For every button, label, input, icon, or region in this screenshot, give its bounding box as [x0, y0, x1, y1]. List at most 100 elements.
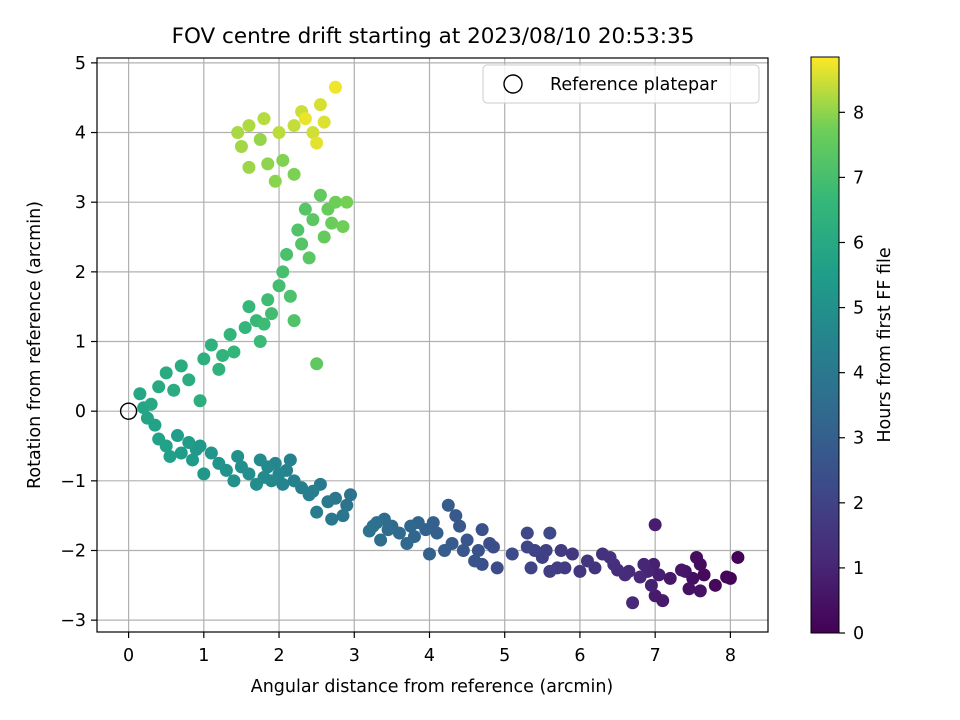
- data-point: [644, 578, 658, 592]
- data-point: [212, 456, 226, 470]
- colorbar-tick-label: 1: [853, 559, 864, 579]
- data-point: [310, 357, 324, 371]
- colorbar-tick-label: 8: [853, 103, 864, 123]
- data-point: [317, 115, 331, 129]
- y-tick-label: 0: [75, 402, 86, 422]
- data-point: [242, 119, 256, 133]
- data-point: [261, 293, 275, 307]
- data-point: [231, 449, 245, 463]
- data-point: [453, 519, 467, 533]
- data-point: [197, 352, 211, 366]
- data-point: [298, 202, 312, 216]
- data-point: [257, 112, 271, 126]
- data-point: [693, 584, 707, 598]
- data-point: [720, 570, 734, 584]
- data-point: [302, 251, 316, 265]
- data-point: [468, 554, 482, 568]
- colorbar-tick-label: 6: [853, 233, 864, 253]
- data-point: [374, 533, 388, 547]
- data-point: [328, 195, 342, 209]
- x-tick-label: 8: [725, 646, 736, 666]
- data-point: [276, 477, 290, 491]
- y-tick-label: 4: [75, 124, 86, 144]
- colorbar-tick-label: 2: [853, 494, 864, 514]
- y-tick-label: 1: [75, 333, 86, 353]
- data-point: [554, 543, 568, 557]
- data-point: [283, 289, 297, 303]
- data-point: [310, 136, 324, 150]
- data-point: [505, 547, 519, 561]
- data-point: [257, 317, 271, 331]
- x-tick-label: 1: [198, 646, 209, 666]
- data-point: [253, 453, 267, 467]
- data-point: [682, 582, 696, 596]
- colorbar-gradient: [810, 56, 840, 634]
- data-point: [298, 112, 312, 126]
- x-tick-label: 0: [123, 646, 134, 666]
- data-point: [317, 230, 331, 244]
- reference-marker: [119, 402, 138, 420]
- colorbar-label: Hours from first FF file: [875, 247, 895, 442]
- data-point: [152, 380, 166, 394]
- data-point: [325, 512, 339, 526]
- data-point: [227, 345, 241, 359]
- y-tick-label: −2: [60, 541, 86, 561]
- data-point: [456, 543, 470, 557]
- data-point: [133, 387, 147, 401]
- y-tick-label: 5: [75, 54, 86, 74]
- legend-entry-reference: Reference platepar: [550, 75, 718, 95]
- data-point: [287, 474, 301, 488]
- data-point: [234, 460, 248, 474]
- data-point: [430, 526, 444, 540]
- data-point: [637, 557, 651, 571]
- colorbar-tick-label: 4: [853, 364, 864, 384]
- data-point: [731, 550, 745, 564]
- data-point: [652, 568, 666, 582]
- legend-box: [482, 64, 760, 104]
- data-point: [152, 432, 166, 446]
- data-point: [648, 518, 662, 532]
- data-point: [404, 519, 418, 533]
- data-point: [295, 237, 309, 251]
- data-point: [336, 220, 350, 234]
- x-tick-label: 4: [424, 646, 435, 666]
- data-point: [144, 397, 158, 411]
- data-point: [261, 157, 275, 171]
- data-point: [216, 348, 230, 362]
- data-point: [283, 453, 297, 467]
- data-point: [227, 474, 241, 488]
- data-point: [182, 373, 196, 387]
- x-axis-ticks: 0 1 2 3 4 5 6 7 8: [123, 632, 736, 666]
- colorbar-tick-label: 0: [853, 624, 864, 644]
- y-tick-label: −3: [60, 611, 86, 631]
- x-axis-label: Angular distance from reference (arcmin): [251, 677, 614, 697]
- data-points: [133, 80, 745, 610]
- data-point: [238, 321, 252, 335]
- data-point: [325, 216, 339, 230]
- data-point: [663, 571, 677, 585]
- data-point: [170, 429, 184, 443]
- data-point: [159, 366, 173, 380]
- data-point: [328, 80, 342, 94]
- data-point: [422, 547, 436, 561]
- y-tick-label: 3: [75, 193, 86, 213]
- data-point: [291, 223, 305, 237]
- data-point: [626, 596, 640, 610]
- data-point: [441, 498, 455, 512]
- data-point: [306, 213, 320, 227]
- data-point: [140, 411, 154, 425]
- data-point: [223, 328, 237, 342]
- data-point: [265, 307, 279, 321]
- data-point: [449, 509, 463, 523]
- data-point: [475, 523, 489, 537]
- x-tick-label: 2: [273, 646, 284, 666]
- data-point: [400, 537, 414, 551]
- data-point: [520, 540, 534, 554]
- data-point: [231, 126, 245, 140]
- data-point: [471, 543, 485, 557]
- data-point: [174, 446, 188, 460]
- data-point: [690, 550, 704, 564]
- data-point: [313, 98, 327, 112]
- data-point: [543, 526, 557, 540]
